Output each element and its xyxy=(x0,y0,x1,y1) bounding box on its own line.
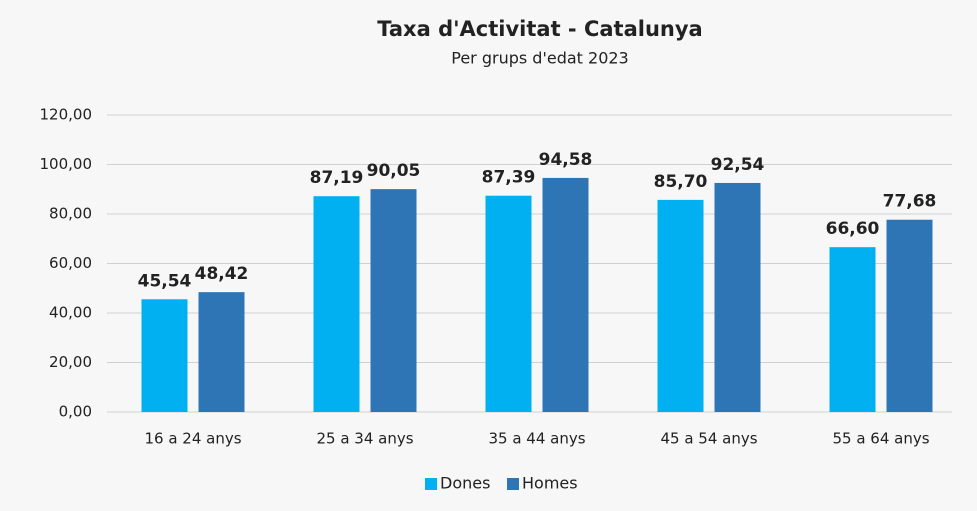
bar xyxy=(714,182,761,412)
x-tick-label: 16 a 24 anys xyxy=(144,430,241,448)
bar xyxy=(485,195,532,412)
value-label: 45,54 xyxy=(138,271,192,291)
legend-swatch xyxy=(425,478,437,490)
bar xyxy=(829,247,876,412)
y-tick-label: 120,00 xyxy=(40,106,93,124)
value-label: 92,54 xyxy=(711,155,765,175)
bar xyxy=(370,189,417,412)
bar xyxy=(542,177,589,412)
value-label: 87,39 xyxy=(482,168,536,188)
bar xyxy=(657,199,704,412)
value-label: 48,42 xyxy=(195,264,249,284)
value-label: 66,60 xyxy=(826,219,880,239)
x-tick-label: 25 a 34 anys xyxy=(316,430,413,448)
x-tick-label: 45 a 54 anys xyxy=(660,430,757,448)
bar xyxy=(198,292,245,412)
chart-subtitle: Per grups d'edat 2023 xyxy=(451,49,628,68)
value-label: 77,68 xyxy=(883,192,937,212)
x-tick-label: 55 a 64 anys xyxy=(832,430,929,448)
legend-label: Homes xyxy=(522,474,578,493)
y-tick-label: 0,00 xyxy=(59,403,92,421)
chart-title: Taxa d'Activitat - Catalunya xyxy=(377,17,702,41)
value-label: 87,19 xyxy=(310,168,364,188)
bar xyxy=(141,299,188,412)
y-tick-label: 40,00 xyxy=(49,304,92,322)
value-label: 90,05 xyxy=(367,161,421,181)
bar xyxy=(313,196,360,412)
legend-swatch xyxy=(507,478,519,490)
value-label: 94,58 xyxy=(539,150,593,170)
y-tick-label: 100,00 xyxy=(40,155,93,173)
bar xyxy=(886,219,933,412)
y-tick-label: 20,00 xyxy=(49,353,92,371)
value-label: 85,70 xyxy=(654,172,708,192)
x-tick-label: 35 a 44 anys xyxy=(488,430,585,448)
y-tick-label: 60,00 xyxy=(49,254,92,272)
legend-label: Dones xyxy=(440,474,490,493)
y-tick-label: 80,00 xyxy=(49,205,92,223)
